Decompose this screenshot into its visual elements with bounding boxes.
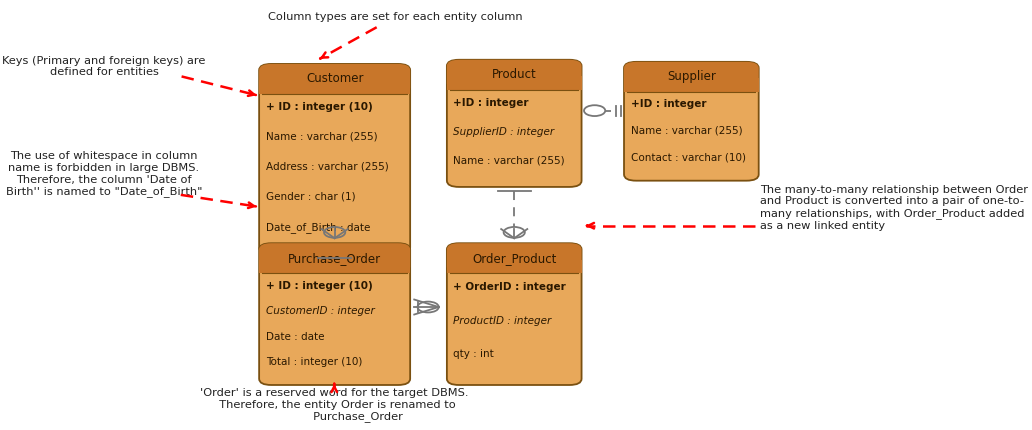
Text: Name : varchar (255): Name : varchar (255) bbox=[453, 156, 566, 166]
Text: + ID : integer (10): + ID : integer (10) bbox=[265, 281, 373, 291]
Bar bbox=[624, 78, 759, 92]
Text: The use of whitespace in column
name is forbidden in large DBMS.
Therefore, the : The use of whitespace in column name is … bbox=[6, 151, 202, 197]
Text: Name : varchar (255): Name : varchar (255) bbox=[265, 132, 378, 142]
Text: The many-to-many relationship between Order
and Product is converted into a pair: The many-to-many relationship between Or… bbox=[761, 185, 1028, 230]
FancyBboxPatch shape bbox=[447, 60, 582, 187]
Text: Supplier: Supplier bbox=[667, 71, 716, 83]
Text: Column types are set for each entity column: Column types are set for each entity col… bbox=[268, 12, 523, 22]
Text: Purchase_Order: Purchase_Order bbox=[288, 252, 381, 265]
Text: Date : date: Date : date bbox=[265, 332, 324, 342]
Text: SupplierID : integer: SupplierID : integer bbox=[453, 127, 554, 137]
Text: 'Order' is a reserved word for the target DBMS.
  Therefore, the entity Order is: 'Order' is a reserved word for the targe… bbox=[200, 388, 469, 422]
Bar bbox=[259, 260, 410, 273]
Text: + OrderID : integer: + OrderID : integer bbox=[453, 282, 567, 292]
Bar bbox=[447, 260, 582, 273]
Text: Name : varchar (255): Name : varchar (255) bbox=[631, 126, 742, 136]
Text: + ID : integer (10): + ID : integer (10) bbox=[265, 102, 373, 112]
Text: Total : integer (10): Total : integer (10) bbox=[265, 357, 362, 367]
Text: Contact : varchar (10): Contact : varchar (10) bbox=[631, 152, 745, 162]
Text: Order_Product: Order_Product bbox=[472, 252, 556, 265]
Text: qty : int: qty : int bbox=[453, 350, 494, 359]
Text: Date_of_Birth : date: Date_of_Birth : date bbox=[265, 222, 370, 233]
FancyBboxPatch shape bbox=[259, 243, 410, 385]
Bar bbox=[447, 76, 582, 90]
Text: Customer: Customer bbox=[305, 72, 363, 86]
Text: Gender : char (1): Gender : char (1) bbox=[265, 192, 355, 202]
Text: Product: Product bbox=[492, 68, 537, 81]
Text: +ID : integer: +ID : integer bbox=[453, 98, 529, 108]
FancyBboxPatch shape bbox=[447, 243, 582, 385]
Text: +ID : integer: +ID : integer bbox=[631, 99, 706, 110]
Text: Keys (Primary and foreign keys) are
defined for entities: Keys (Primary and foreign keys) are defi… bbox=[2, 55, 205, 77]
FancyBboxPatch shape bbox=[447, 243, 582, 273]
Bar bbox=[259, 80, 410, 94]
Text: ProductID : integer: ProductID : integer bbox=[453, 316, 552, 326]
FancyBboxPatch shape bbox=[624, 62, 759, 92]
FancyBboxPatch shape bbox=[447, 60, 582, 90]
Text: Address : varchar (255): Address : varchar (255) bbox=[265, 162, 388, 172]
FancyBboxPatch shape bbox=[259, 243, 410, 273]
Text: CustomerID : integer: CustomerID : integer bbox=[265, 306, 375, 316]
FancyBboxPatch shape bbox=[624, 62, 759, 181]
FancyBboxPatch shape bbox=[259, 64, 410, 94]
FancyBboxPatch shape bbox=[259, 64, 410, 254]
